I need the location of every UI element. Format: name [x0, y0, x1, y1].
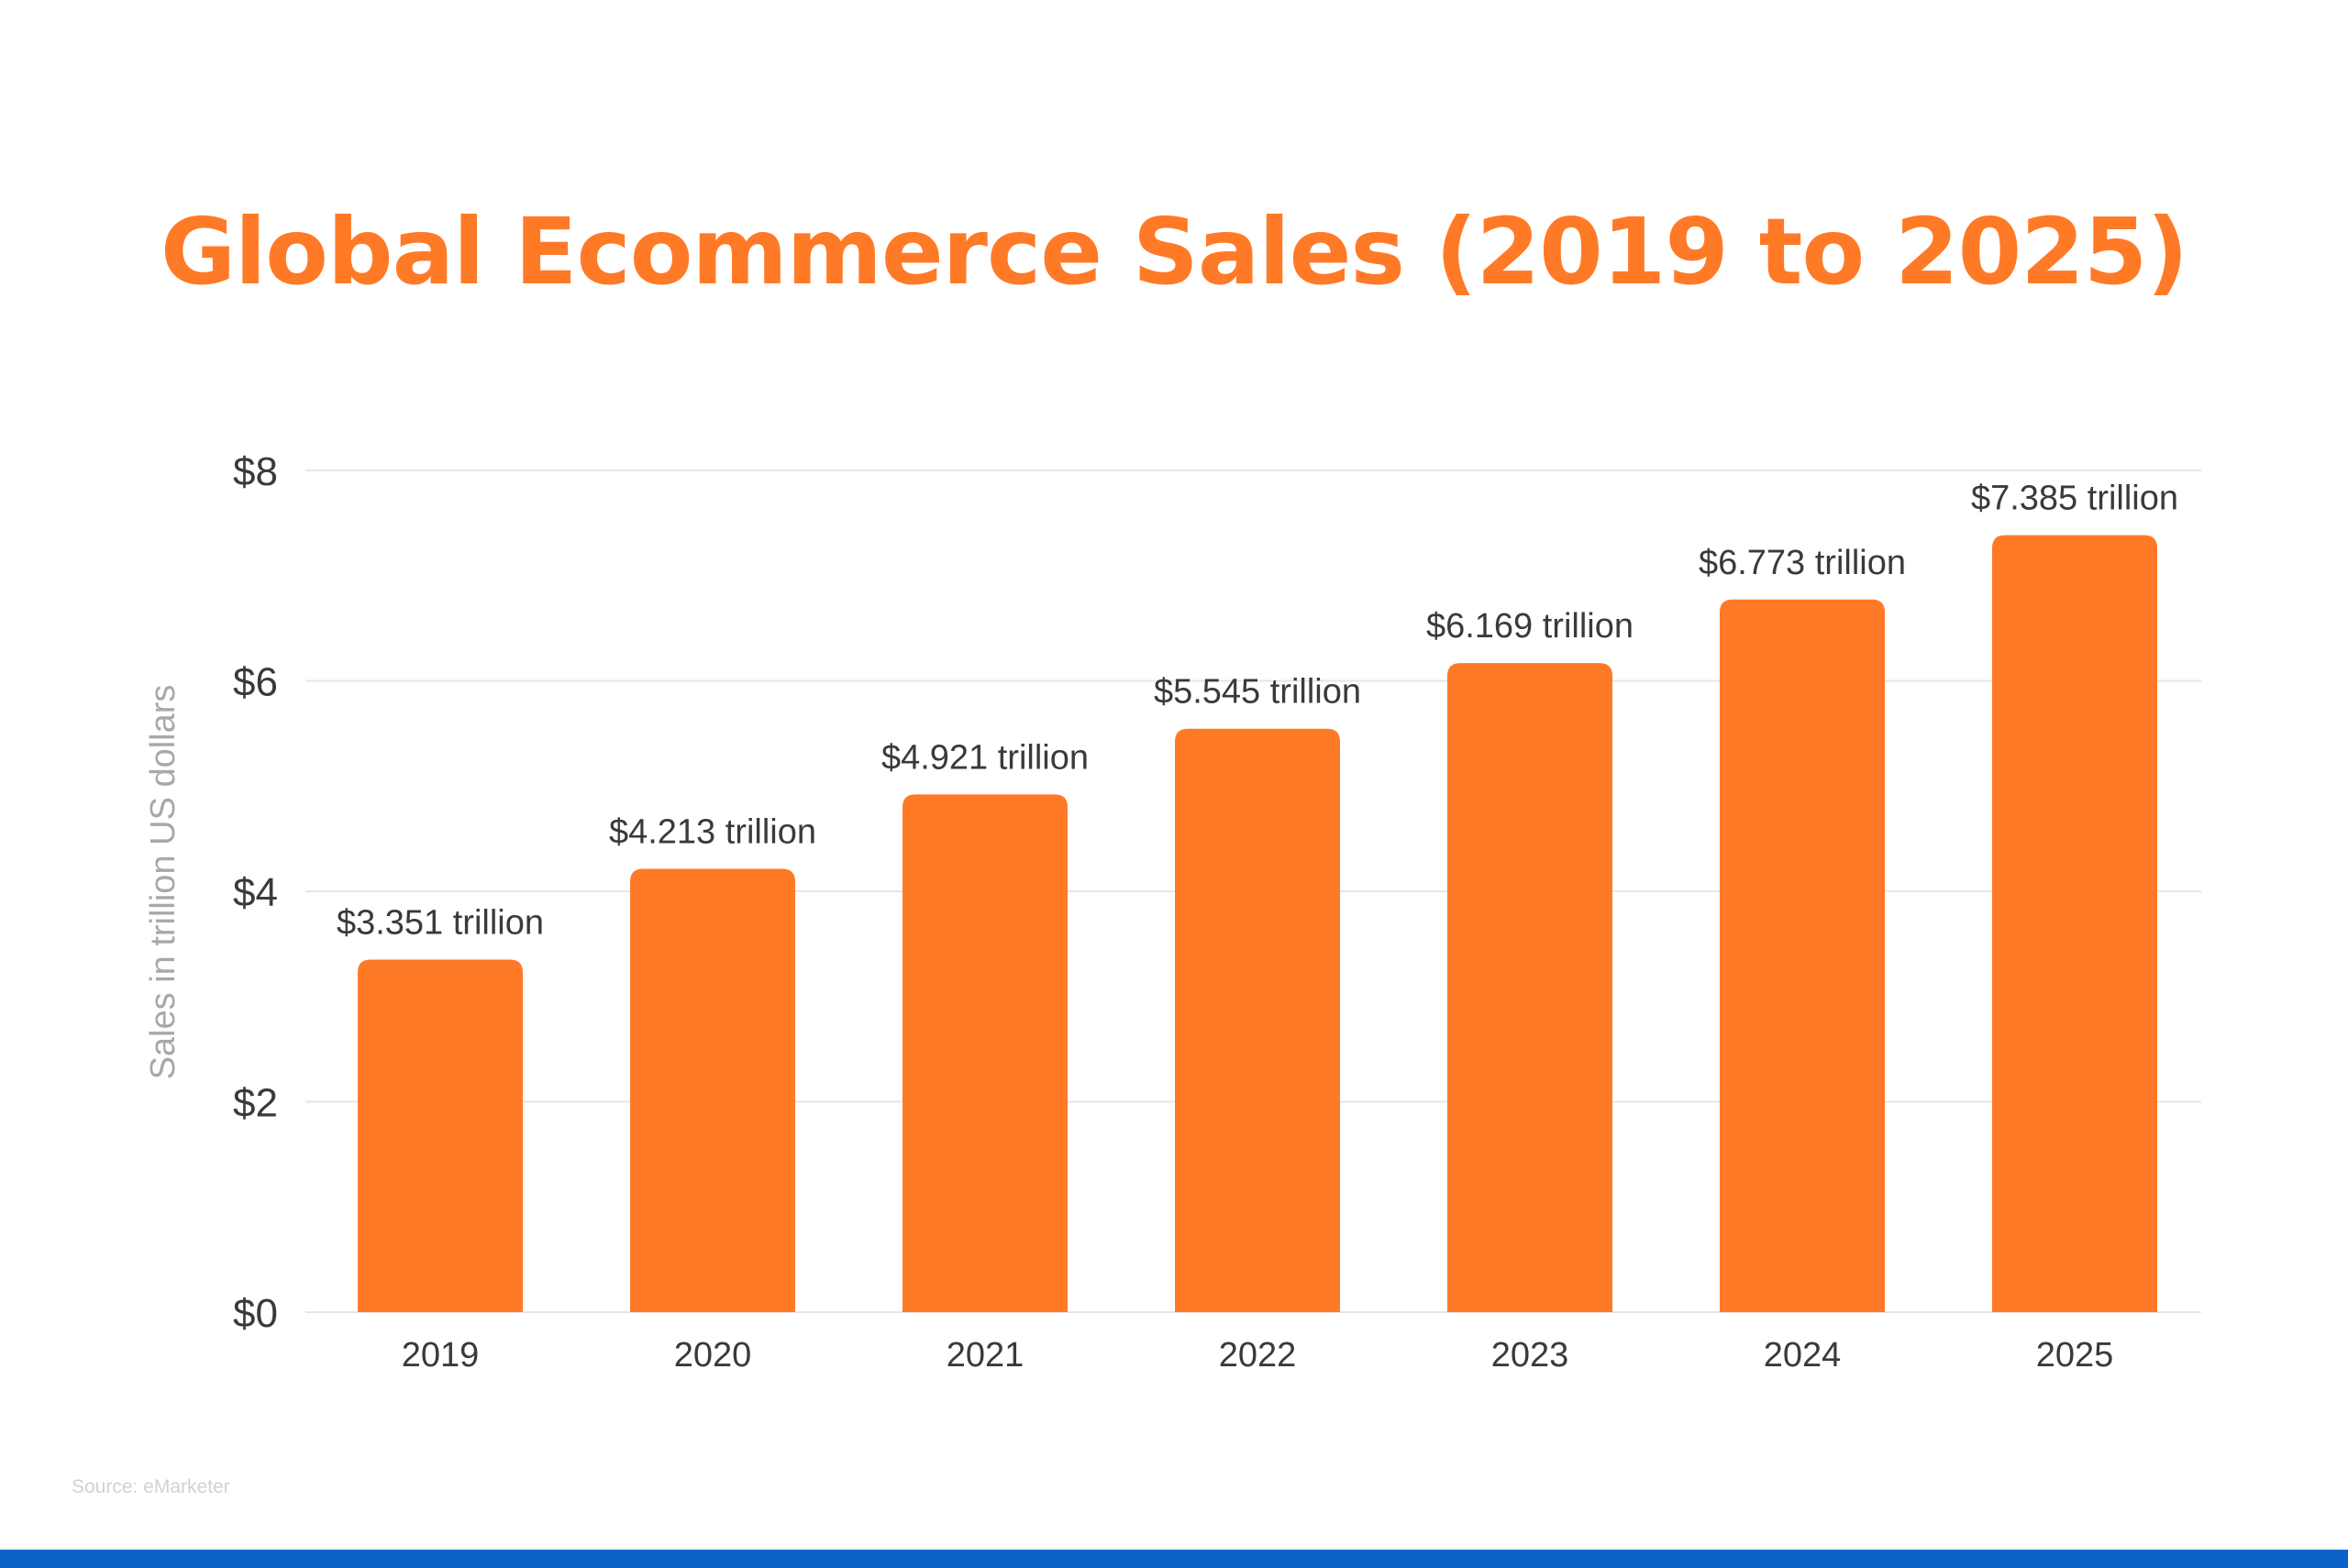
bar-2025 [1992, 535, 2157, 1312]
y-tick-label: $0 [233, 1291, 278, 1336]
bottom-accent-bar [0, 1550, 2348, 1568]
y-tick-label: $4 [233, 870, 278, 915]
x-tick-label: 2019 [402, 1336, 480, 1375]
bars [358, 535, 2157, 1312]
x-tick-label: 2022 [1219, 1336, 1297, 1375]
x-tick-label: 2025 [2036, 1336, 2114, 1375]
bar-2022 [1175, 728, 1340, 1312]
data-labels: $3.351 trillion $4.213 trillion $4.921 tri… [337, 480, 2178, 943]
x-tick-label: 2023 [1491, 1336, 1569, 1375]
x-axis-ticks: 2019 2020 2021 2022 2023 2024 2025 [402, 1336, 2114, 1375]
x-tick-label: 2024 [1764, 1336, 1842, 1375]
bar-2021 [903, 794, 1068, 1312]
data-label: $7.385 trillion [1971, 480, 2178, 518]
chart-title: Global Ecommerce Sales (2019 to 2025) [160, 198, 2188, 305]
data-label: $6.773 trillion [1699, 544, 1906, 582]
y-axis-ticks: $0 $2 $4 $6 $8 [233, 449, 278, 1336]
data-label: $4.921 trillion [881, 738, 1089, 777]
bar-2023 [1447, 663, 1612, 1312]
bar-2024 [1720, 599, 1885, 1312]
data-label: $3.351 trillion [337, 903, 544, 942]
bar-2019 [358, 959, 523, 1312]
bar-2020 [630, 868, 795, 1312]
y-tick-label: $6 [233, 660, 278, 705]
y-tick-label: $2 [233, 1081, 278, 1126]
source-note: Source: eMarketer [72, 1476, 230, 1497]
data-label: $4.213 trillion [609, 813, 816, 852]
data-label: $5.545 trillion [1154, 673, 1361, 712]
data-label: $6.169 trillion [1426, 607, 1634, 646]
y-tick-label: $8 [233, 449, 278, 494]
y-axis-label: Sales in trillion US dollars [144, 685, 183, 1080]
x-tick-label: 2021 [947, 1336, 1024, 1375]
x-tick-label: 2020 [674, 1336, 752, 1375]
